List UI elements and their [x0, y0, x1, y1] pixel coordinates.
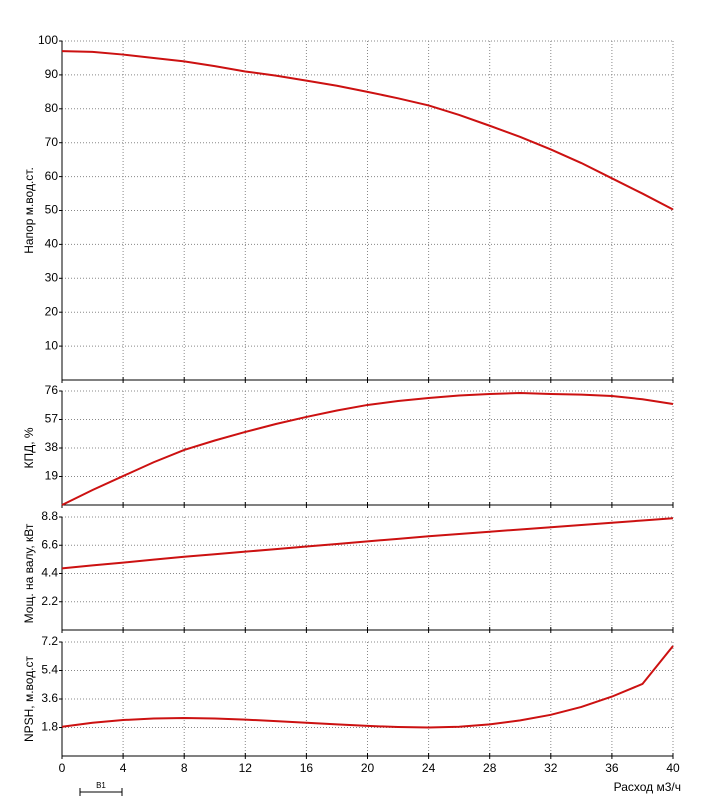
y-tick-label: 30 — [45, 270, 59, 284]
x-tick-label: 0 — [59, 761, 66, 775]
y-tick-label: 80 — [45, 101, 59, 115]
y-tick-label: 20 — [45, 304, 59, 318]
y-tick-label: 76 — [45, 383, 59, 397]
y-tick-label: 90 — [45, 67, 59, 81]
x-tick-label: 28 — [483, 761, 497, 775]
y-tick-label: 100 — [38, 33, 58, 47]
y-tick-label: 10 — [45, 338, 59, 352]
y-tick-label: 19 — [45, 469, 59, 483]
y-axis-label: Мощ. на валу, кВт — [22, 523, 36, 623]
y-tick-label: 5.4 — [41, 663, 58, 677]
y-tick-label: 38 — [45, 440, 59, 454]
annotation: В1 — [96, 781, 106, 790]
data-line — [61, 50, 674, 211]
y-tick-label: 60 — [45, 169, 59, 183]
data-line — [61, 391, 674, 506]
y-tick-label: 7.2 — [41, 634, 58, 648]
x-tick-label: 24 — [422, 761, 436, 775]
x-tick-label: 32 — [544, 761, 558, 775]
data-line — [61, 517, 674, 570]
y-tick-label: 2.2 — [41, 594, 58, 608]
y-tick-label: 3.6 — [41, 691, 58, 705]
y-axis-label: NPSH, м.вод.ст — [22, 655, 36, 742]
y-tick-label: 57 — [45, 412, 59, 426]
y-tick-label: 4.4 — [41, 566, 58, 580]
x-tick-label: 12 — [239, 761, 253, 775]
x-tick-label: 36 — [605, 761, 619, 775]
x-axis-label: Расход м3/ч — [614, 780, 681, 794]
x-tick-label: 20 — [361, 761, 375, 775]
y-tick-label: 1.8 — [41, 720, 58, 734]
y-tick-label: 50 — [45, 203, 59, 217]
x-tick-label: 16 — [300, 761, 314, 775]
y-tick-label: 40 — [45, 237, 59, 251]
x-tick-label: 8 — [181, 761, 188, 775]
x-tick-label: 4 — [120, 761, 127, 775]
y-tick-label: 6.6 — [41, 537, 58, 551]
x-tick-label: 40 — [666, 761, 680, 775]
data-line — [61, 645, 674, 729]
y-axis-label: Напор м.вод.ст. — [22, 167, 36, 254]
y-tick-label: 8.8 — [41, 509, 58, 523]
y-axis-label: КПД, % — [22, 427, 36, 468]
y-tick-label: 70 — [45, 135, 59, 149]
